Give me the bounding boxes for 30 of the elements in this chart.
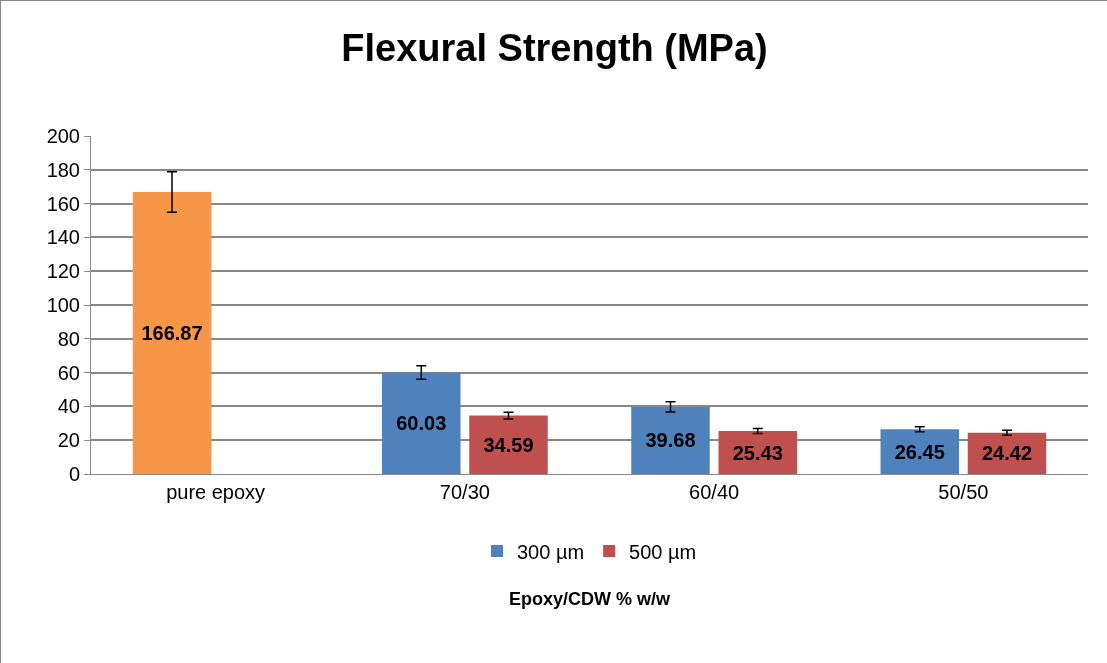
y-tick-label: 180 (46, 158, 80, 181)
data-label: 60.03 (396, 412, 447, 435)
y-tick-label: 20 (57, 429, 80, 452)
y-tick-label: 160 (46, 192, 80, 215)
legend-label: 500 µm (629, 540, 697, 563)
data-label: 26.45 (894, 440, 945, 463)
bar (469, 415, 548, 474)
y-tick-label: 0 (68, 463, 80, 485)
x-axis-title: Epoxy/CDW % w/w (508, 589, 672, 610)
data-label: 25.43 (732, 441, 783, 464)
bar (631, 406, 710, 474)
y-tick-label: 80 (57, 327, 80, 350)
x-tick-label: 50/50 (938, 481, 989, 503)
bar (132, 191, 212, 474)
x-tick-label: pure epoxy (166, 481, 266, 503)
bar (382, 372, 461, 474)
chart-title: Flexural Strength (MPa) (341, 26, 768, 69)
x-tick-label: 70/30 (439, 481, 490, 503)
data-label: 24.42 (981, 442, 1033, 465)
data-label: 166.87 (141, 321, 203, 344)
data-label: 34.59 (483, 433, 534, 456)
y-tick-label: 120 (46, 260, 80, 283)
legend-label: 300 µm (517, 540, 585, 563)
y-tick-label: 60 (57, 361, 80, 384)
y-tick-label: 40 (57, 395, 80, 418)
y-tick-label: 100 (46, 294, 80, 316)
x-tick-label: 60/40 (689, 481, 740, 503)
data-label: 39.68 (645, 429, 696, 452)
y-tick-label: 200 (46, 125, 80, 147)
y-tick-label: 140 (46, 226, 80, 249)
